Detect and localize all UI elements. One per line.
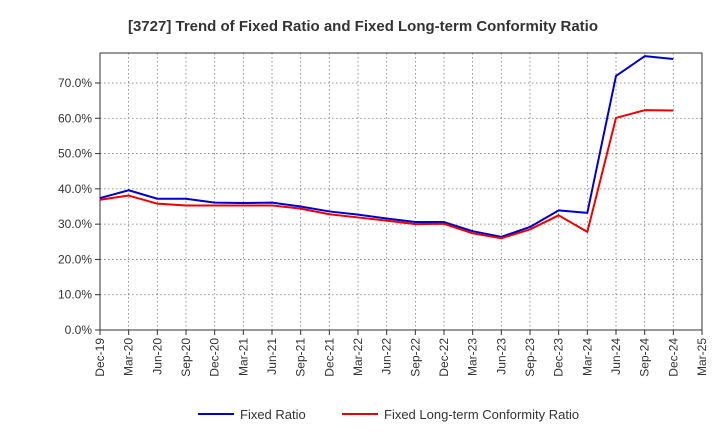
y-tick-label: 20.0% [58, 252, 92, 266]
x-tick-label: Dec-19 [93, 338, 107, 377]
x-tick-label: Mar-23 [466, 338, 480, 376]
grid-layer [100, 53, 702, 330]
x-tick-label: Mar-25 [695, 338, 709, 376]
x-tick-label: Dec-20 [208, 338, 222, 377]
x-axis: Dec-19 Mar-20 Jun-20 Sep-20 Dec-20 Mar-21 Jun-… [93, 330, 709, 377]
x-tick-label: Jun-23 [494, 338, 508, 375]
y-axis: 0.0% 10.0% 20.0% 30.0% 40.0% 50.0% 60.0% 70.0% [58, 76, 100, 337]
x-tick-label: Mar-24 [580, 338, 594, 376]
x-tick-label: Dec-23 [552, 338, 566, 377]
legend: Fixed Ratio Fixed Long-term Conformity Ra… [198, 407, 579, 422]
y-tick-label: 50.0% [58, 147, 92, 161]
x-tick-label: Dec-21 [322, 338, 336, 377]
x-tick-label: Sep-20 [179, 338, 193, 377]
y-tick-label: 40.0% [58, 182, 92, 196]
y-tick-label: 10.0% [58, 288, 92, 302]
x-tick-label: Mar-21 [236, 338, 250, 376]
series-line-2 [99, 109, 674, 240]
plot-frame [99, 52, 703, 331]
x-tick-label: Dec-22 [437, 338, 451, 377]
y-tick-label: 0.0% [65, 323, 93, 337]
chart-title: [3727] Trend of Fixed Ratio and Fixed Lo… [128, 18, 598, 35]
series-line-1 [99, 55, 674, 238]
x-tick-label: Jun-20 [150, 338, 164, 375]
x-tick-label: Mar-22 [351, 338, 365, 376]
y-tick-label: 70.0% [58, 76, 92, 90]
legend-label-2: Fixed Long-term Conformity Ratio [384, 407, 579, 422]
legend-label-1: Fixed Ratio [240, 407, 306, 422]
series-layer [99, 55, 674, 240]
x-tick-label: Mar-20 [122, 338, 136, 376]
x-tick-label: Sep-24 [638, 338, 652, 377]
y-tick-label: 30.0% [58, 217, 92, 231]
x-tick-label: Sep-23 [523, 338, 537, 377]
x-tick-label: Sep-21 [294, 338, 308, 377]
x-tick-label: Dec-24 [666, 338, 680, 377]
x-tick-label: Jun-24 [609, 338, 623, 375]
x-tick-label: Jun-21 [265, 338, 279, 375]
y-tick-label: 60.0% [58, 111, 92, 125]
x-tick-label: Jun-22 [380, 338, 394, 375]
x-tick-label: Sep-22 [408, 338, 422, 377]
